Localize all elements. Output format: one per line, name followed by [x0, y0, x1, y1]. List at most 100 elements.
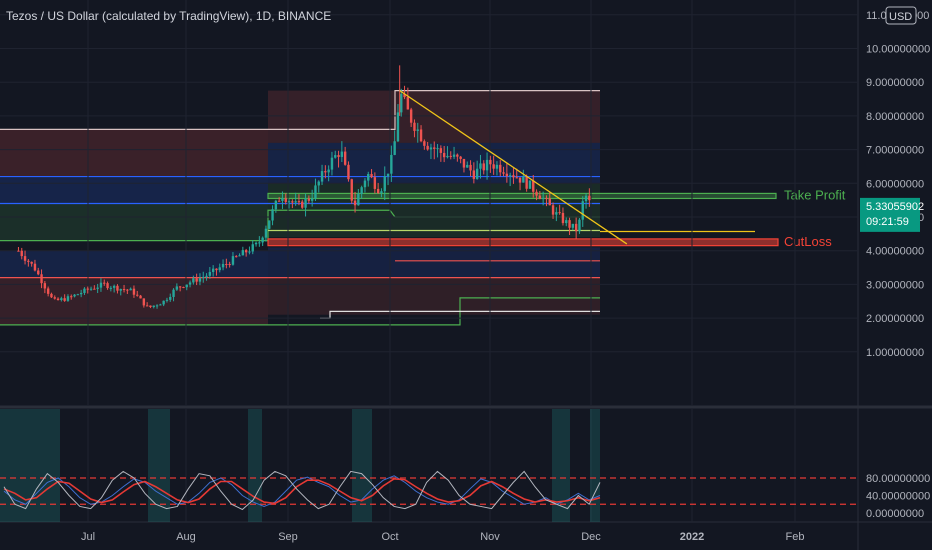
osc-series-2	[3, 470, 601, 511]
candle-body	[274, 200, 278, 210]
candle-body	[235, 256, 238, 258]
candle-body	[122, 289, 126, 291]
cut-loss-zone	[267, 238, 779, 247]
zone-blue-bottom	[268, 247, 600, 278]
candle-body	[50, 293, 53, 298]
candle-body	[202, 276, 205, 279]
osc-y-tick-label: 0.00000000	[866, 508, 924, 520]
candle-body	[129, 288, 132, 291]
candle-body	[340, 151, 344, 157]
candle-body	[145, 305, 149, 307]
candle-body	[112, 285, 116, 288]
candle-body	[149, 305, 152, 307]
candle-body	[155, 305, 159, 307]
candle-body	[492, 164, 495, 169]
candle-body	[574, 223, 578, 232]
candle-body	[142, 298, 146, 306]
candle-body	[495, 164, 499, 169]
candle-body	[314, 185, 317, 199]
osc-shade	[148, 409, 170, 522]
x-tick-label: Nov	[480, 531, 500, 543]
osc-y-tick-label: 40.00000000	[866, 491, 930, 503]
candle-body	[433, 147, 436, 149]
candle-body	[429, 147, 433, 150]
candle-body	[475, 168, 479, 179]
candle-body	[406, 97, 410, 110]
candle-body	[126, 289, 129, 291]
candle-body	[301, 201, 304, 208]
candle-body	[528, 180, 532, 189]
osc-shade	[552, 409, 570, 522]
candle-body	[525, 176, 528, 189]
candle-body	[343, 151, 347, 165]
candle-body	[555, 212, 558, 215]
candle-body	[485, 159, 489, 171]
x-tick-label: 2022	[680, 531, 704, 543]
candle-body	[136, 294, 139, 296]
candle-body	[380, 191, 383, 194]
candle-body	[99, 282, 103, 288]
candle-body	[277, 200, 281, 202]
candle-body	[409, 109, 413, 123]
current-price-label: 5.33055902	[866, 201, 924, 213]
candle-body	[363, 180, 367, 188]
candle-body	[208, 271, 212, 276]
candle-body	[442, 152, 446, 158]
take-profit-label: Take Profit	[784, 187, 846, 202]
candle-body	[367, 174, 370, 181]
candle-body	[271, 209, 274, 221]
zone-red-top	[268, 90, 600, 143]
candle-body	[291, 201, 294, 203]
candle-body	[228, 264, 231, 266]
candle-body	[578, 219, 581, 232]
osc-shade	[248, 409, 262, 522]
y-tick-label: 6.00000000	[866, 178, 924, 190]
osc-shade	[590, 409, 600, 522]
candle-body	[489, 159, 492, 165]
candle-body	[251, 244, 254, 252]
y-tick-label: 1.00000000	[866, 347, 924, 359]
candle-body	[373, 177, 377, 189]
candle-body	[116, 285, 119, 291]
x-tick-label: Aug	[176, 531, 196, 543]
candle-body	[40, 274, 43, 284]
candle-body	[225, 263, 228, 265]
candle-body	[393, 141, 396, 155]
candle-body	[241, 250, 245, 256]
candle-body	[264, 228, 268, 238]
candle-body	[350, 179, 353, 201]
candle-body	[119, 289, 122, 291]
candle-body	[459, 156, 462, 159]
candle-body	[400, 94, 403, 113]
candle-body	[178, 286, 182, 288]
countdown-label: 09:21:59	[866, 216, 909, 228]
candle-body	[310, 198, 314, 201]
currency-badge	[885, 6, 917, 25]
candle-body	[60, 298, 63, 300]
candle-body	[505, 173, 509, 177]
candle-body	[66, 296, 70, 301]
level-top	[0, 90, 600, 130]
candle-body	[423, 141, 426, 146]
osc-series-0	[3, 475, 601, 507]
candle-body	[452, 154, 456, 157]
candle-body	[86, 288, 89, 290]
candle-body	[70, 296, 73, 298]
candle-body	[482, 163, 485, 171]
candle-body	[396, 112, 400, 142]
candle-body	[20, 250, 23, 257]
candle-body	[508, 175, 512, 177]
candle-body	[337, 155, 340, 157]
y-tick-label: 9.00000000	[866, 77, 924, 89]
candle-body	[545, 198, 548, 200]
candle-body	[558, 212, 561, 214]
candle-body	[357, 194, 360, 206]
candle-body	[403, 94, 406, 98]
candle-body	[571, 223, 575, 228]
candle-body	[327, 169, 330, 173]
candle-body	[370, 174, 373, 178]
candle-body	[162, 300, 165, 305]
candle-body	[182, 287, 185, 289]
candle-body	[287, 201, 291, 203]
